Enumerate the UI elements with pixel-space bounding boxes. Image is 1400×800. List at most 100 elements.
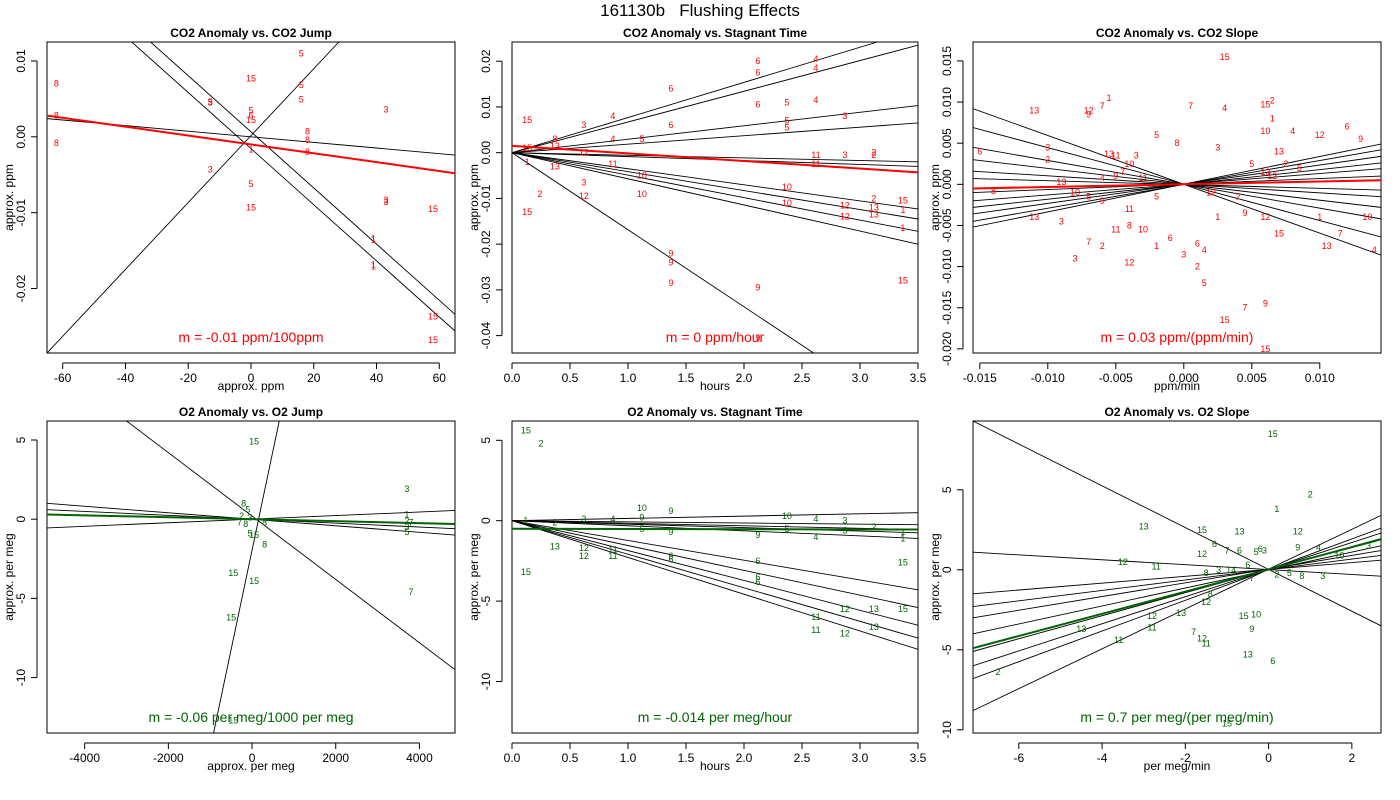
data-point-label: 10 [782,182,792,192]
x-axis-label: ppm/min [1154,379,1200,393]
data-point-label: 4 [1222,103,1227,113]
y-tick-label: 0.000 [940,169,954,199]
x-tick-label: 1.5 [678,751,695,765]
data-point-label: 5 [784,123,789,133]
data-point-label: 8 [243,519,248,529]
data-point-label: 11 [1201,638,1210,648]
y-tick-label: -0.03 [479,276,493,304]
data-point-label: 3 [842,150,847,160]
data-point-label: 6 [1245,560,1250,570]
data-point-label: 3 [383,197,388,207]
slope-annotation: m = -0.014 per meg/hour [638,709,793,725]
data-point-label: 7 [237,517,242,527]
data-point-label: 3 [581,177,586,187]
fit-line [47,513,455,525]
data-point-label: 15 [428,312,438,322]
regression-line [512,520,918,591]
regression-line [973,143,1381,228]
chart-title: CO2 Anomaly vs. Stagnant Time [623,26,807,40]
data-point-label: 1 [1154,241,1159,251]
data-point-label: 2 [871,150,876,160]
panel-co2-slope: CO2 Anomaly vs. CO2 Slope -0.015 -0.010 -0.… [928,26,1382,393]
data-point-label: 2 [1100,241,1105,251]
x-tick-label: 0.0 [504,751,521,765]
regression-line [512,520,918,650]
data-point-label: 8 [305,127,310,137]
data-point-label: 1 [371,233,376,243]
data-point-label: 15 [1274,229,1284,239]
data-point-label: 5 [1254,547,1259,557]
data-point-label: 3 [208,98,213,108]
x-tick-label: -0.010 [1031,371,1065,385]
y-tick-label: 0.00 [479,141,493,165]
data-point-label: 13 [550,161,560,171]
data-point-label: 15 [428,335,438,345]
panel-o2-slope: O2 Anomaly vs. O2 Slope -6 -4 -2 0 2 per meg/m… [928,405,1382,773]
data-point-label: 4 [610,111,615,121]
data-point-label: 10 [1124,159,1134,169]
data-point-label: 12 [1206,188,1216,198]
regression-line [512,42,878,154]
data-point-label: 3 [581,514,586,524]
data-point-label: 6 [668,120,673,130]
data-point-label: 11 [1111,225,1120,235]
regression-line [512,520,918,639]
plot-frame [972,41,1382,354]
data-point-label: 5 [1154,192,1159,202]
x-tick-label: 0 [1265,751,1272,765]
data-point-label: 2 [871,193,876,203]
data-point-label: 13 [1243,650,1253,660]
data-point-label: 15 [228,568,238,578]
data-point-label: 12 [1197,549,1207,559]
x-tick-label: 0.5 [562,751,579,765]
data-point-label: 2 [1283,159,1288,169]
data-point-label: 11 [1147,622,1156,632]
x-tick-label: 1.0 [620,371,637,385]
data-point-label: 8 [262,540,267,550]
data-point-label: 7 [1191,627,1196,637]
data-point-label: 11 [811,150,820,160]
y-tick-label: -0.005 [940,208,954,242]
data-point-label: 12 [840,628,850,638]
data-point-label: 6 [755,100,760,110]
x-tick-label: 0.005 [1237,371,1267,385]
x-axis-label: approx. per meg [207,759,294,773]
x-tick-label: 2.5 [794,751,811,765]
data-point-label: 6 [248,111,253,121]
y-axis-label: approx. per meg [928,533,942,620]
regression-line [512,520,918,526]
y-tick-label: -0.01 [479,184,493,212]
regression-line [512,44,918,154]
data-point-label: 4 [1316,542,1321,552]
data-point-label: 12 [1260,212,1270,222]
data-point-label: 10 [1362,212,1372,222]
plot-area: 88853315561515155558883331111151515 [47,42,455,353]
data-point-label: 12 [1197,634,1207,644]
regression-line [512,152,814,353]
y-tick-label: 5 [479,437,493,444]
data-point-label: 6 [668,84,673,94]
data-point-label: 1 [371,235,376,245]
data-point-label: 6 [1270,656,1275,666]
regression-line [131,42,455,332]
data-point-label: 13 [1260,167,1270,177]
data-point-label: 4 [813,54,818,64]
x-axis-label: approx. ppm [218,379,285,393]
data-point-label: 15 [521,567,531,577]
data-point-label: 5 [245,505,250,515]
plot-frame [511,41,919,354]
x-tick-label: 2.0 [736,371,753,385]
data-point-label: 6 [1344,122,1349,132]
y-axis-label: approx. per meg [467,533,481,620]
regression-line [973,532,1381,667]
y-tick-label: -0.015 [940,290,954,324]
regression-line [512,152,918,232]
data-point-label: 3 [1059,216,1064,226]
data-point-label: 2 [871,522,876,532]
data-point-label: 9 [1113,171,1118,181]
data-point-label: 6 [755,56,760,66]
data-point-label: 13 [1029,212,1039,222]
panel-co2-stagnant: CO2 Anomaly vs. Stagnant Time 0.0 0.5 1.0 1.… [467,26,927,393]
